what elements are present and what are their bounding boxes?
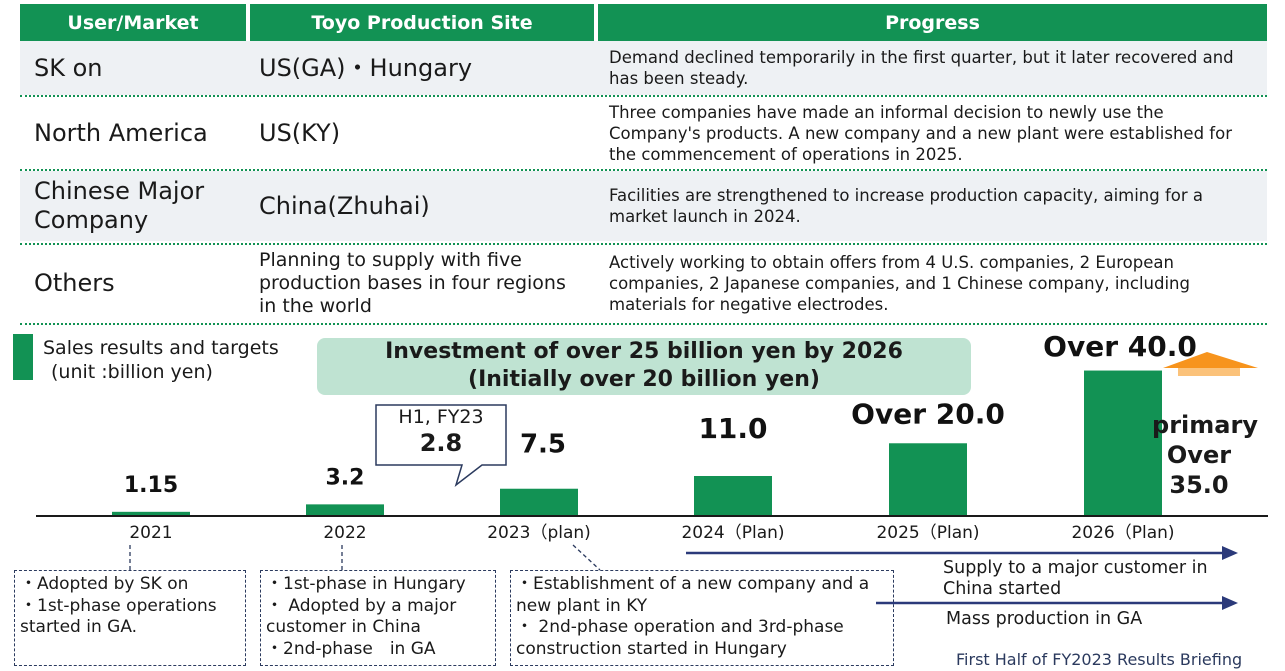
note-line: started in GA.	[20, 617, 138, 637]
x-tick-label-2: 2023（plan)	[487, 523, 591, 543]
arrow-head-2	[1222, 596, 1238, 610]
bar-2	[500, 488, 578, 516]
bar-label-0: 1.15	[124, 473, 178, 498]
investment-line2: (Initially over 20 billion yen)	[468, 367, 820, 392]
primary-value: Over 35.0	[1166, 441, 1232, 499]
note-line: ・1st-phase in Hungary	[266, 574, 466, 594]
cell-progress: Facilities are strengthened to increase …	[609, 186, 1204, 226]
note-2023: ・Establishment of a new company and a ne…	[510, 570, 894, 666]
chart-legend: Sales results and targets (unit :billion…	[43, 336, 279, 384]
row-divider	[20, 243, 1267, 245]
table-row: SK on US(GA)・Hungary Demand declined tem…	[20, 41, 1267, 95]
arrow-label-china: Supply to a major customer in China star…	[943, 558, 1208, 599]
callout-box	[375, 404, 507, 488]
bar-label-4: Over 20.0	[851, 397, 1005, 430]
cell-progress: Three companies have made an informal de…	[609, 102, 1232, 164]
header-production-site: Toyo Production Site	[250, 4, 594, 41]
callout-value: 2.8	[419, 429, 463, 457]
chart-title: Sales results and targets	[43, 337, 279, 359]
primary-label: primary	[1152, 411, 1258, 439]
table-row: Others Planning to supply with five prod…	[20, 245, 1267, 321]
cell-user: SK on	[34, 53, 103, 82]
x-tick-label-5: 2026（Plan)	[1071, 523, 1174, 543]
cell-site: China(Zhuhai)	[259, 191, 430, 220]
note-line: construction started in Hungary	[516, 638, 787, 659]
cell-user: Others	[34, 268, 115, 297]
note-line: ・1st-phase operations	[20, 595, 217, 616]
bar-0	[112, 511, 190, 516]
investment-line1: Investment of over 25 billion yen by 202…	[385, 339, 903, 364]
cell-site: US(KY)	[259, 118, 341, 147]
footer-title: First Half of FY2023 Results Briefing	[956, 650, 1243, 669]
note-2021: ・Adopted by SK on ・1st-phase operations …	[14, 570, 246, 666]
note-connector-2	[572, 544, 601, 571]
note-line: ・2nd-phase in GA	[266, 638, 436, 659]
bar-label-3: 11.0	[698, 412, 767, 445]
note-line: customer in China	[266, 617, 421, 637]
note-line: ・ Adopted by a major	[266, 595, 457, 616]
note-line: ・Establishment of a new company and a	[516, 574, 870, 594]
chart-unit-label: (unit :billion yen)	[51, 361, 213, 383]
cell-progress: Actively working to obtain offers from 4…	[609, 252, 1190, 314]
bar-3	[694, 476, 772, 516]
orange-arrow-shade	[1178, 368, 1240, 376]
bar-label-1: 3.2	[326, 465, 365, 490]
arrow-head-1	[1222, 546, 1238, 560]
note-line: ・Adopted by SK on	[20, 574, 189, 594]
row-divider	[20, 169, 1267, 171]
h1-fy23-callout: H1, FY23 2.8	[376, 405, 506, 465]
row-divider	[20, 323, 1267, 325]
arrow-label-ga: Mass production in GA	[946, 609, 1143, 629]
header-progress: Progress	[598, 4, 1267, 41]
cell-user: North America	[34, 118, 208, 147]
investment-banner: Investment of over 25 billion yen by 202…	[317, 338, 971, 395]
note-2022: ・1st-phase in Hungary ・ Adopted by a maj…	[260, 570, 496, 666]
bar-4	[889, 443, 967, 516]
bar-label-5: Over 40.0	[1043, 330, 1197, 363]
header-user-market: User/Market	[20, 4, 246, 41]
table-row: Chinese Major Company China(Zhuhai) Faci…	[20, 171, 1267, 241]
note-line: ・ 2nd-phase operation and 3rd-phase	[516, 617, 844, 637]
x-tick-label-4: 2025（Plan)	[876, 523, 979, 543]
x-tick-label-3: 2024（Plan)	[681, 523, 784, 543]
note-line: new plant in KY	[516, 595, 648, 616]
cell-site: Planning to supply with five production …	[259, 248, 566, 317]
row-divider	[20, 95, 1267, 97]
x-tick-label-0: 2021	[129, 523, 172, 543]
cell-progress: Demand declined temporarily in the first…	[609, 48, 1234, 88]
bar-5	[1084, 370, 1162, 516]
bar-label-2: 7.5	[520, 430, 566, 460]
callout-period: H1, FY23	[398, 406, 484, 428]
legend-swatch	[13, 334, 33, 380]
primary-target-label: primary Over 35.0	[1134, 410, 1264, 500]
cell-site: US(GA)・Hungary	[259, 53, 473, 82]
table-row: North America US(KY) Three companies hav…	[20, 97, 1267, 169]
cell-user: Chinese Major Company	[34, 177, 205, 234]
x-tick-label-1: 2022	[323, 523, 366, 543]
bar-1	[306, 504, 384, 516]
